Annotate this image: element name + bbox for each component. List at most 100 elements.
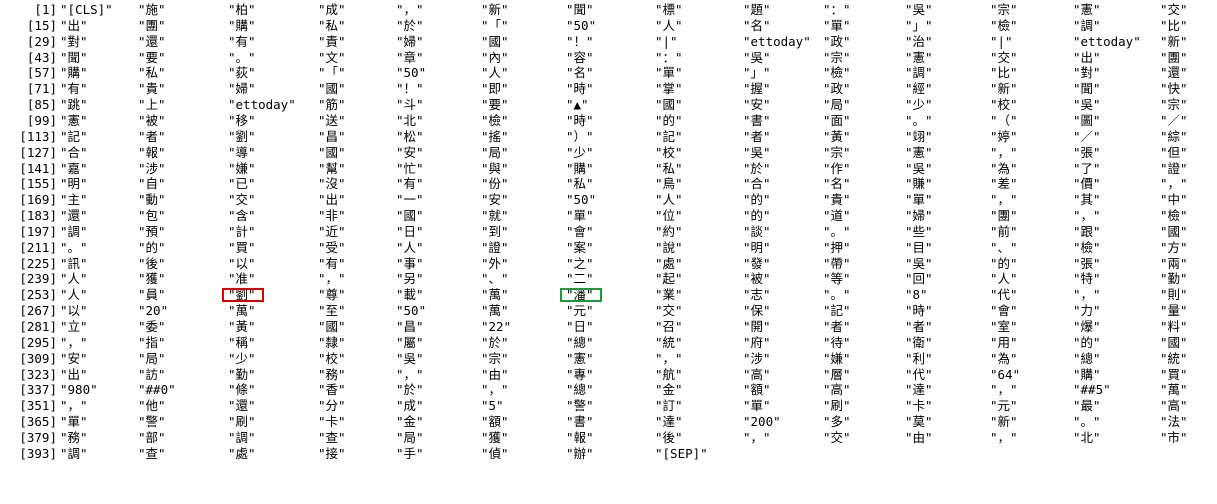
token-cell: "[SEP]" (655, 445, 708, 461)
token-cell: "出" (318, 192, 346, 208)
token-cell: "跳" (60, 97, 88, 113)
token-row: [85] "跳" "上" "ettoday" "筋" "斗" "要" "▲" "國" "安" "局"… (0, 97, 1217, 112)
token-cell: "）" (566, 128, 594, 144)
token-cell: "以" (228, 255, 256, 271)
token-cell: "萬" (481, 287, 509, 303)
row-index: [29] (26, 33, 57, 49)
row-index: [379] (19, 429, 57, 445)
token-cell: "賺" (905, 176, 933, 192)
token-cell: "筋" (318, 97, 346, 113)
token-row: [113] "記" "者" "劉" "昌" "松" "搖" "）" "記" "者" "黃" "翊" "婷… (0, 129, 1217, 144)
token-cell: "了" (1073, 160, 1101, 176)
token-cell: "量" (1160, 303, 1188, 319)
token-cell: "，" (990, 144, 1018, 160)
token-cell: "辦" (566, 445, 594, 461)
token-cell: "被" (743, 271, 771, 287)
token-cell: "會" (990, 303, 1018, 319)
token-cell: "治" (905, 33, 933, 49)
token-cell: "時" (566, 112, 594, 128)
token-cell: "出" (1073, 49, 1101, 65)
token-cell: "，" (1160, 176, 1188, 192)
token-cell: "手" (396, 445, 424, 461)
token-cell: "200" (743, 414, 781, 430)
row-index: [113] (19, 128, 57, 144)
token-cell: "爆" (1073, 319, 1101, 334)
token-cell: "，" (481, 382, 509, 398)
token-cell: "少" (228, 350, 256, 366)
token-cell: "標" (655, 2, 683, 17)
token-row: [323] "出" "訪" "勤" "務" "，" "由" "專" "航" "高" "層" "代" "6… (0, 367, 1217, 382)
token-cell: "買" (1160, 366, 1188, 382)
token-cell: "證" (1160, 160, 1188, 176)
token-cell: "購" (1073, 366, 1101, 382)
token-cell: "合" (60, 144, 88, 160)
token-cell: "20" (138, 303, 169, 319)
token-cell: "松" (396, 128, 424, 144)
token-row: [239] "人" "獲" "准" "，" "另" "、" "二" "起" "被" "等" "回" "人… (0, 271, 1217, 286)
highlight-box (560, 288, 602, 303)
token-cell: "員" (138, 287, 166, 303)
token-cell: "另" (396, 271, 424, 287)
token-cell: "獲" (481, 429, 509, 445)
token-cell: "嫌" (823, 350, 851, 366)
token-cell: "勤" (1160, 271, 1188, 287)
token-cell: "於" (396, 17, 424, 33)
token-cell: "憲" (60, 112, 88, 128)
token-cell: "ettoday" (228, 97, 296, 113)
token-cell: "金" (655, 382, 683, 398)
token-cell: "北" (396, 112, 424, 128)
token-cell: "萬" (1160, 382, 1188, 398)
token-cell: "層" (823, 366, 851, 382)
token-cell: "元" (990, 398, 1018, 414)
row-index: [393] (19, 445, 57, 461)
token-cell: "，" (1073, 287, 1101, 303)
token-cell: "高" (1160, 398, 1188, 414)
token-cell: "國" (396, 208, 424, 224)
token-row: [141] "嘉" "涉" "嫌" "幫" "忙" "與" "購" "私" "於" "作" "吳" "為… (0, 161, 1217, 176)
token-cell: "則" (1160, 287, 1188, 303)
token-cell: "新" (1160, 33, 1188, 49)
token-cell: "自" (138, 176, 166, 192)
token-cell: "|" (990, 33, 1013, 49)
token-cell: "事" (396, 255, 424, 271)
token-cell: "處" (228, 445, 256, 461)
token-cell: "統" (1160, 350, 1188, 366)
token-cell: "購" (566, 160, 594, 176)
token-cell: "特" (1073, 271, 1101, 287)
token-cell: "務" (60, 429, 88, 445)
token-cell: "尊" (318, 287, 346, 303)
token-cell: "跟" (1073, 223, 1101, 239)
token-cell: "會" (566, 223, 594, 239)
token-cell: "利" (905, 350, 933, 366)
token-cell: "到" (481, 223, 509, 239)
token-cell: "料" (1160, 319, 1188, 334)
token-cell: "幫" (318, 160, 346, 176)
token-cell: "額" (481, 414, 509, 430)
token-cell: "8" (905, 287, 928, 303)
token-cell: "新" (990, 81, 1018, 97)
token-cell: "握" (743, 81, 771, 97)
token-cell: "交" (823, 429, 851, 445)
token-cell: "團" (990, 208, 1018, 224)
token-row: [43] "聞" "要" "。" "文" "章" "內" "容" "：" "吳" "宗" "憲" "交"… (0, 50, 1217, 65)
token-cell: "統" (655, 334, 683, 350)
token-cell: "志" (743, 287, 771, 303)
token-cell: "憲" (1073, 2, 1101, 17)
token-cell: "校" (990, 97, 1018, 113)
token-cell: "斗" (396, 97, 424, 113)
token-cell: "中" (1160, 192, 1188, 208)
token-cell: "市" (1160, 429, 1188, 445)
token-cell: "容" (566, 49, 594, 65)
token-cell: "柏" (228, 2, 256, 17)
token-cell: "章" (396, 49, 424, 65)
token-cell: "忙" (396, 160, 424, 176)
token-cell: "吳" (743, 144, 771, 160)
token-cell: "價" (1073, 176, 1101, 192)
token-cell: "條" (228, 382, 256, 398)
token-cell: "私" (566, 176, 594, 192)
token-cell: "處" (655, 255, 683, 271)
row-index: [155] (19, 176, 57, 192)
token-cell: "方" (1160, 239, 1188, 255)
token-cell: "代" (990, 287, 1018, 303)
token-cell: "待" (823, 334, 851, 350)
